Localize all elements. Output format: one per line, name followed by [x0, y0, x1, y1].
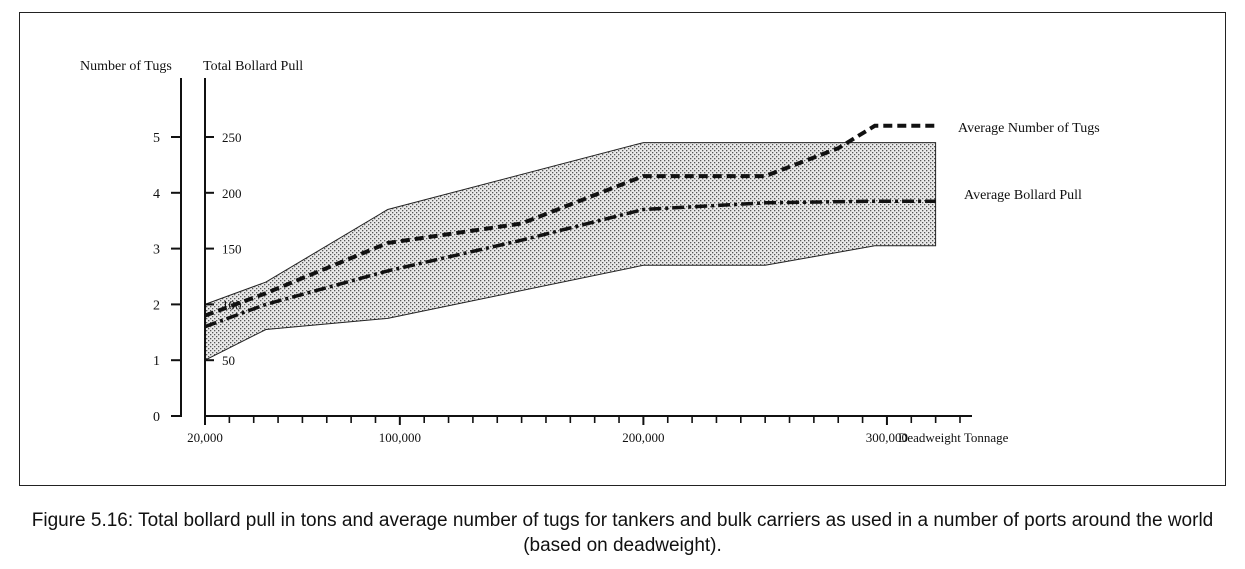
series-label-average-bollard-pull: Average Bollard Pull: [964, 188, 1082, 203]
left-y-axis-label: Number of Tugs: [80, 59, 172, 74]
series-line-average-bollard-pull: [204, 199, 936, 329]
x-tick-label: 100,000: [379, 430, 421, 445]
right-y-tick-label: 150: [222, 242, 242, 257]
left-y-ticks: 0 1 2 3 4 5: [153, 131, 181, 425]
right-y-axis-label: Total Bollard Pull: [203, 59, 303, 74]
x-tick-label: 200,000: [622, 430, 664, 445]
left-y-tick-label: 1: [153, 354, 160, 369]
left-y-tick-label: 4: [153, 187, 160, 202]
right-y-tick-label: 200: [222, 186, 242, 201]
left-y-tick-label: 2: [153, 298, 160, 313]
series-label-average-number-of-tugs: Average Number of Tugs: [958, 121, 1100, 136]
x-tick-label: 300,000: [866, 430, 908, 445]
right-y-tick-label: 50: [222, 353, 235, 368]
bollard-pull-range-band: [204, 142, 937, 362]
x-axis-label: Deadweight Tonnage: [898, 430, 1009, 445]
right-y-tick-label: 250: [222, 130, 242, 145]
figure-caption: Figure 5.16: Total bollard pull in tons …: [31, 510, 1214, 556]
x-tick-label: 20,000: [187, 430, 223, 445]
series-line-average-number-of-tugs: [204, 123, 936, 318]
left-y-tick-label: 5: [153, 131, 160, 146]
x-ticks: 20,000 100,000 200,000 300,000: [187, 416, 961, 445]
left-y-tick-label: 3: [153, 243, 160, 258]
left-y-tick-label: 0: [153, 410, 160, 425]
